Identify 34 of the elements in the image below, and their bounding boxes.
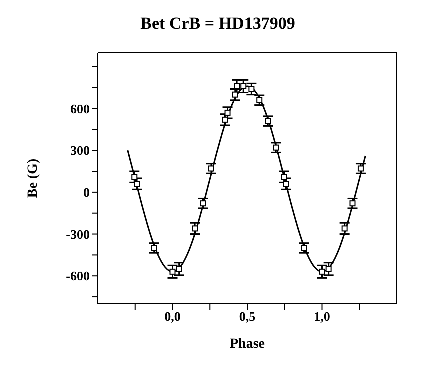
point [151,245,158,252]
point [132,174,138,180]
point [222,116,228,123]
point [326,266,332,272]
point [192,226,198,232]
y-tick-label: -600 [66,268,90,284]
point [200,200,206,207]
point [273,144,280,151]
x-tick-label: 1,0 [314,309,330,324]
point [240,83,247,90]
point [281,174,288,180]
point [342,226,348,232]
point [301,245,308,252]
x-tick-label: 0,5 [239,309,256,324]
y-axis-title: Be (G) [26,158,41,198]
x-tick-label: 0,0 [164,309,181,324]
point [224,110,231,116]
point [265,118,272,124]
point [358,166,364,172]
point [208,166,214,172]
point [176,266,182,272]
point [350,200,356,207]
point [134,181,140,188]
y-tick-label: 600 [70,101,90,116]
y-tick-label: -300 [66,226,90,242]
point [283,181,290,188]
point [319,268,326,275]
chart-title: Bet CrB = HD137909 [140,13,296,35]
x-axis-title: Phase [230,337,265,352]
y-tick-label: 0 [84,185,90,200]
point [248,86,255,92]
point [232,92,238,98]
point [170,268,176,275]
y-tick-label: 300 [70,143,90,158]
